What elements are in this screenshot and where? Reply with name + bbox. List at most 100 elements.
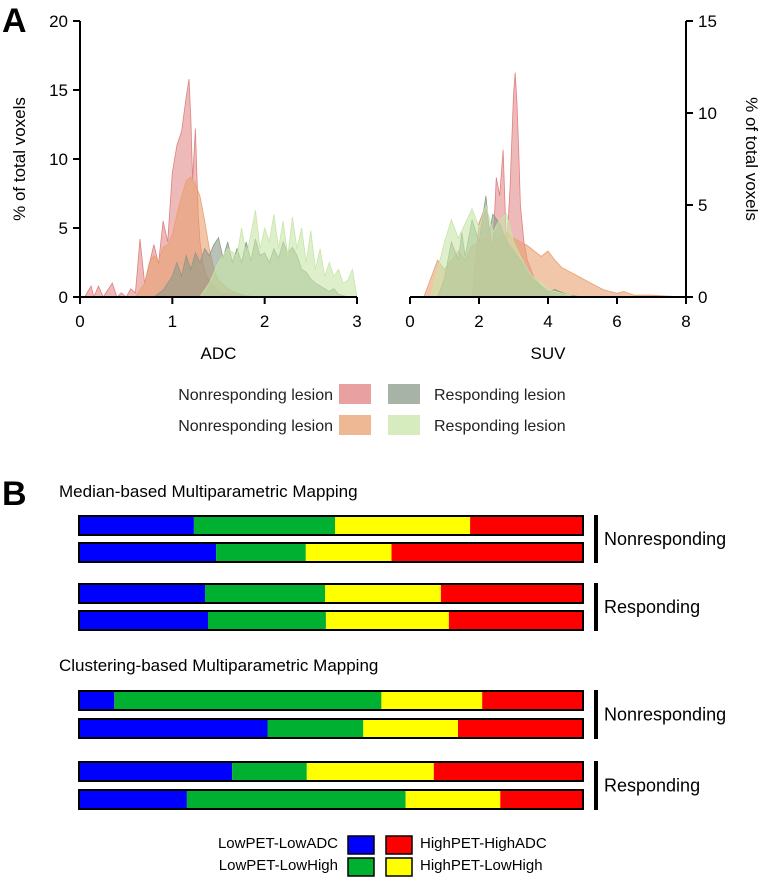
bar-group-responding: Responding [78, 761, 700, 810]
bar-segment-lowpet-lowhigh [205, 584, 325, 603]
series-area-3 [199, 210, 358, 298]
legend-b-entry: LowPET-LowHigh [219, 857, 375, 877]
bar-segment-lowpet-lowhigh [267, 719, 364, 738]
bar-segment-highpet-lowhigh [306, 762, 434, 781]
bar-segment-lowpet-lowhigh [232, 762, 307, 781]
panel-b-legend: LowPET-LowADC HighPET-HighADC LowPET-LowHi… [218, 835, 547, 877]
legend-b-swatch [385, 835, 413, 855]
bar-outline [78, 690, 584, 711]
x-tick-label: 0 [405, 312, 414, 331]
legend-b-entry: HighPET-LowHigh [385, 857, 543, 877]
bar-segment-highpet-lowhigh [326, 611, 449, 630]
bar-segment-lowpet-lowadc [79, 719, 268, 738]
bar-segment-highpet-lowhigh [363, 719, 459, 738]
series-area-3 [430, 203, 576, 298]
x-tick-label: 1 [168, 312, 177, 331]
bar-group-responding: Responding [78, 583, 700, 631]
legend-b-label: LowPET-LowADC [218, 835, 338, 852]
group-label: Nonresponding [604, 529, 726, 549]
legend-a-entry: Responding lesion [388, 384, 566, 404]
bar-segment-lowpet-lowhigh [114, 691, 382, 710]
legend-b-label: HighPET-HighADC [420, 835, 547, 852]
bar-segment-lowpet-lowadc [79, 762, 233, 781]
x-tick-label: 6 [612, 312, 621, 331]
y-tick-label: 20 [49, 12, 68, 31]
bar-outline [78, 583, 584, 604]
y-tick-label: 15 [49, 81, 68, 100]
legend-b-label: HighPET-LowHigh [420, 857, 543, 874]
y-tick-label: 5 [698, 196, 707, 215]
section-title: Clustering-based Multiparametric Mapping [59, 656, 378, 675]
bar-segment-highpet-highadc [470, 516, 583, 535]
legend-b-swatch [385, 857, 413, 877]
bar-segment-highpet-lowhigh [305, 543, 392, 562]
x-tick-label: 4 [543, 312, 552, 331]
bar-segment-lowpet-lowadc [79, 584, 205, 603]
panel-letter-a: A [2, 2, 27, 40]
x-axis-label: ADC [201, 344, 237, 363]
bar-group-nonresponding: Nonresponding [78, 515, 726, 563]
bar-segment-highpet-lowhigh [335, 516, 471, 535]
bar-segment-lowpet-lowhigh [193, 516, 335, 535]
legend-a-swatch [388, 415, 420, 435]
bar-segment-highpet-highadc [500, 790, 583, 809]
bar-segment-lowpet-lowhigh [216, 543, 306, 562]
legend-a-entry: Nonresponding lesion [178, 384, 371, 404]
bar-segment-highpet-highadc [458, 719, 583, 738]
bar-segment-lowpet-lowadc [79, 611, 208, 630]
bar-outline [78, 610, 584, 631]
legend-b-swatch [347, 857, 375, 877]
bar-segment-highpet-lowhigh [405, 790, 501, 809]
x-tick-label: 0 [75, 312, 84, 331]
legend-a-label: Nonresponding lesion [178, 418, 333, 435]
x-tick-label: 2 [260, 312, 269, 331]
bar-segment-highpet-lowhigh [325, 584, 441, 603]
x-tick-label: 2 [474, 312, 483, 331]
legend-a-label: Nonresponding lesion [178, 387, 333, 404]
legend-b-swatch [347, 835, 375, 855]
section-1: Clustering-based Multiparametric Mapping… [59, 656, 726, 810]
legend-b-entry: HighPET-HighADC [385, 835, 547, 855]
bar-outline [78, 515, 584, 536]
x-tick-label: 8 [681, 312, 690, 331]
bar-segment-lowpet-lowadc [79, 790, 187, 809]
y-tick-label: 15 [698, 12, 717, 31]
legend-b-entry: LowPET-LowADC [218, 835, 375, 855]
bar-segment-highpet-highadc [391, 543, 583, 562]
bar-group-nonresponding: Nonresponding [78, 690, 726, 739]
legend-b-label: LowPET-LowHigh [219, 857, 338, 874]
bar-segment-lowpet-lowhigh [208, 611, 326, 630]
legend-a-swatch [339, 415, 371, 435]
y-tick-label: 10 [698, 104, 717, 123]
bar-segment-lowpet-lowadc [79, 691, 115, 710]
legend-a-label: Responding lesion [434, 387, 566, 404]
legend-a-swatch [339, 384, 371, 404]
bar-outline [78, 789, 584, 810]
plot-a-left: 0 1 2 3 0 5 10 15 20 ADC % of total voxels [10, 12, 362, 363]
y-axis-label: % of total voxels [742, 97, 760, 221]
section-title: Median-based Multiparametric Mapping [59, 482, 358, 501]
bar-segment-highpet-lowhigh [381, 691, 483, 710]
panel-a-legend: Nonresponding lesion Responding lesion Non… [178, 384, 566, 435]
x-axis-label: SUV [531, 344, 567, 363]
group-label: Responding [604, 597, 700, 617]
legend-a-entry: Responding lesion [388, 415, 566, 435]
y-tick-label: 5 [59, 219, 68, 238]
panel-letter-b: B [2, 475, 27, 513]
y-axis-label: % of total voxels [10, 97, 29, 221]
group-label: Nonresponding [604, 705, 726, 725]
legend-a-entry: Nonresponding lesion [178, 415, 371, 435]
bar-outline [78, 761, 584, 782]
y-tick-label: 0 [698, 288, 707, 307]
x-tick-label: 3 [352, 312, 361, 331]
section-0: Median-based Multiparametric Mapping Nonr… [59, 482, 726, 631]
bar-segment-highpet-highadc [440, 584, 583, 603]
bar-segment-highpet-highadc [433, 762, 583, 781]
panel-b-stacked-bars: Median-based Multiparametric Mapping Nonr… [59, 482, 726, 810]
bar-outline [78, 542, 584, 563]
legend-a-swatch [388, 384, 420, 404]
bar-segment-lowpet-lowhigh [186, 790, 406, 809]
